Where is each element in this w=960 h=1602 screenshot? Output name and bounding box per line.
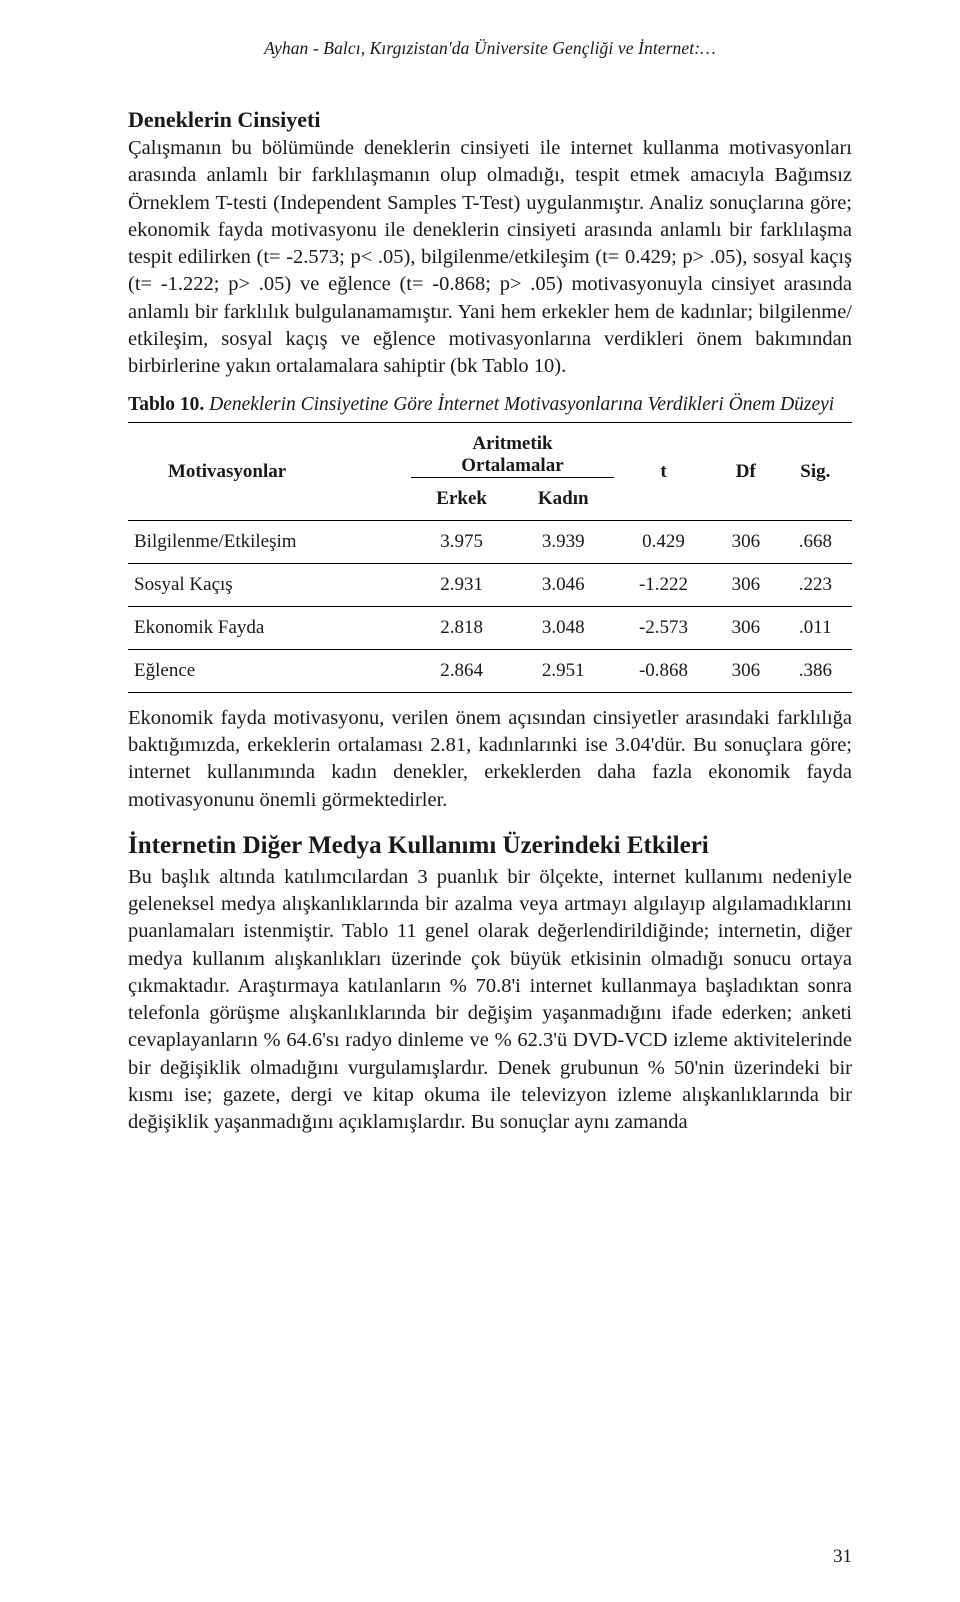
table-row: Eğlence 2.864 2.951 -0.868 306 .386 bbox=[128, 649, 852, 692]
cell-sig: .386 bbox=[779, 649, 852, 692]
section1-paragraph: Çalışmanın bu bölümünde deneklerin cinsi… bbox=[128, 135, 852, 380]
col-kadin: Kadın bbox=[512, 477, 614, 520]
page-number: 31 bbox=[833, 1546, 852, 1568]
cell-df: 306 bbox=[713, 606, 779, 649]
col-t: t bbox=[614, 423, 713, 521]
cell-sig: .223 bbox=[779, 563, 852, 606]
cell-t: -1.222 bbox=[614, 563, 713, 606]
col-group-stack: Aritmetik Ortalamalar bbox=[417, 433, 608, 477]
cell-df: 306 bbox=[713, 563, 779, 606]
col-erkek: Erkek bbox=[411, 477, 513, 520]
cell-kadin: 2.951 bbox=[512, 649, 614, 692]
cell-erkek: 2.931 bbox=[411, 563, 513, 606]
cell-kadin: 3.939 bbox=[512, 520, 614, 563]
table-row: Sosyal Kaçış 2.931 3.046 -1.222 306 .223 bbox=[128, 563, 852, 606]
cell-erkek: 2.864 bbox=[411, 649, 513, 692]
table10-caption-text: Deneklerin Cinsiyetine Göre İnternet Mot… bbox=[209, 394, 834, 415]
table10-body: Bilgilenme/Etkileşim 3.975 3.939 0.429 3… bbox=[128, 520, 852, 692]
cell-sig: .011 bbox=[779, 606, 852, 649]
cell-label: Sosyal Kaçış bbox=[128, 563, 411, 606]
table-row: Bilgilenme/Etkileşim 3.975 3.939 0.429 3… bbox=[128, 520, 852, 563]
cell-label: Bilgilenme/Etkileşim bbox=[128, 520, 411, 563]
cell-df: 306 bbox=[713, 520, 779, 563]
col-group-line1: Aritmetik bbox=[472, 433, 552, 455]
section-heading-cinsiyet: Deneklerin Cinsiyeti bbox=[128, 107, 852, 133]
cell-kadin: 3.048 bbox=[512, 606, 614, 649]
section2-paragraph: Bu başlık altında katılımcılardan 3 puan… bbox=[128, 864, 852, 1137]
table10-head: Motivasyonlar Aritmetik Ortalamalar t Df… bbox=[128, 423, 852, 521]
col-sig: Sig. bbox=[779, 423, 852, 521]
col-group-aritmetik: Aritmetik Ortalamalar bbox=[411, 423, 614, 478]
cell-t: 0.429 bbox=[614, 520, 713, 563]
cell-kadin: 3.046 bbox=[512, 563, 614, 606]
col-df: Df bbox=[713, 423, 779, 521]
paragraph-after-table: Ekonomik fayda motivasyonu, verilen önem… bbox=[128, 705, 852, 814]
page: Ayhan - Balcı, Kırgızistan'da Üniversite… bbox=[0, 0, 960, 1602]
cell-label: Ekonomik Fayda bbox=[128, 606, 411, 649]
cell-sig: .668 bbox=[779, 520, 852, 563]
cell-df: 306 bbox=[713, 649, 779, 692]
cell-erkek: 2.818 bbox=[411, 606, 513, 649]
table10-caption-label: Tablo 10. bbox=[128, 394, 204, 415]
table-row: Ekonomik Fayda 2.818 3.048 -2.573 306 .0… bbox=[128, 606, 852, 649]
cell-erkek: 3.975 bbox=[411, 520, 513, 563]
section-heading-internet-etkileri: İnternetin Diğer Medya Kullanımı Üzerind… bbox=[128, 832, 852, 860]
cell-t: -0.868 bbox=[614, 649, 713, 692]
table10-header-row1: Motivasyonlar Aritmetik Ortalamalar t Df… bbox=[128, 423, 852, 478]
running-head: Ayhan - Balcı, Kırgızistan'da Üniversite… bbox=[128, 38, 852, 59]
col-group-line2: Ortalamalar bbox=[461, 455, 563, 477]
col-motivasyonlar: Motivasyonlar bbox=[128, 423, 411, 521]
table10-caption: Tablo 10. Deneklerin Cinsiyetine Göre İn… bbox=[128, 394, 852, 416]
cell-label: Eğlence bbox=[128, 649, 411, 692]
cell-t: -2.573 bbox=[614, 606, 713, 649]
table10: Motivasyonlar Aritmetik Ortalamalar t Df… bbox=[128, 422, 852, 693]
